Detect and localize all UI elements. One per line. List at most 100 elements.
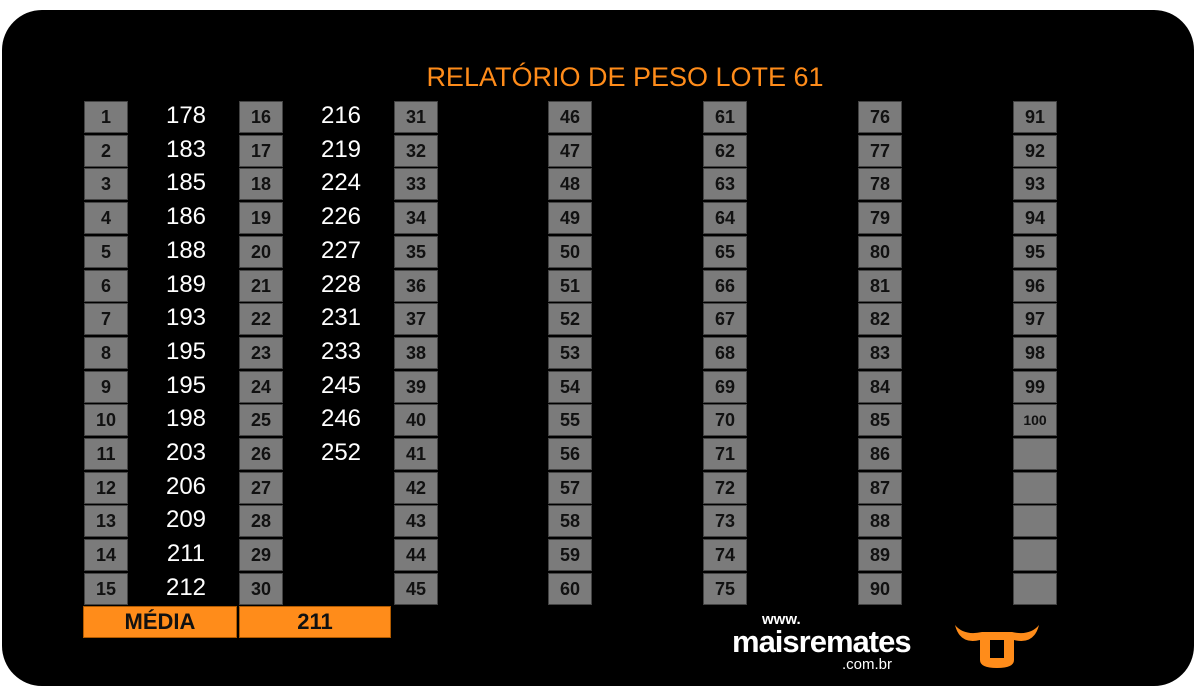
weight: 224: [320, 169, 362, 197]
lot-number: 28: [239, 505, 283, 538]
lot-number: 99: [1013, 370, 1057, 403]
lot-number: 2: [84, 134, 128, 167]
lot-number: 53: [548, 336, 592, 369]
lot-number: 96: [1013, 269, 1057, 302]
lot-number: 27: [239, 471, 283, 504]
lot-number: 54: [548, 370, 592, 403]
lot-number: 12: [84, 471, 128, 504]
lot-number: 69: [703, 370, 747, 403]
lot-number: 34: [394, 202, 438, 235]
lot-number: 49: [548, 202, 592, 235]
lot-number: 45: [394, 572, 438, 605]
lot-number: 83: [858, 336, 902, 369]
lot-number: 90: [858, 572, 902, 605]
lot-number: 31: [394, 101, 438, 133]
title: RELATÓRIO DE PESO LOTE 61: [426, 62, 824, 92]
lot-number: 77: [858, 134, 902, 167]
logo-icon: [955, 625, 1039, 668]
lot-number: 4: [84, 202, 128, 235]
weight: 206: [165, 472, 207, 500]
lot-number: 93: [1013, 168, 1057, 201]
lot-number: 8: [84, 336, 128, 369]
lot-number: 88: [858, 505, 902, 538]
lot-number: 3: [84, 168, 128, 201]
weight: 209: [165, 506, 207, 534]
lot-number: 10: [84, 404, 128, 437]
lot-number: 36: [394, 269, 438, 302]
lot-number: 70: [703, 404, 747, 437]
lot-number: 85: [858, 404, 902, 437]
lot-number: 75: [703, 572, 747, 605]
lot-number: 25: [239, 404, 283, 437]
lot-number: 71: [703, 438, 747, 470]
average-value: 211: [239, 606, 391, 638]
empty-slot: [1013, 471, 1057, 504]
weight: 185: [165, 169, 207, 197]
weight: 227: [320, 236, 362, 264]
lot-number: 91: [1013, 101, 1057, 133]
lot-number: 11: [84, 438, 128, 470]
lot-number: 63: [703, 168, 747, 201]
empty-slot: [1013, 438, 1057, 470]
lot-number: 84: [858, 370, 902, 403]
lot-number: 51: [548, 269, 592, 302]
logo-suffix: .com.br: [842, 656, 893, 673]
lot-number: 89: [858, 539, 902, 572]
lot-number: 43: [394, 505, 438, 538]
lot-number: 5: [84, 235, 128, 268]
lot-number: 41: [394, 438, 438, 470]
lot-number: 98: [1013, 336, 1057, 369]
lot-number: 72: [703, 471, 747, 504]
empty-slot: [1013, 505, 1057, 538]
lot-number: 79: [858, 202, 902, 235]
lot-number: 30: [239, 572, 283, 605]
weight: 193: [165, 304, 207, 332]
lot-number: 7: [84, 303, 128, 336]
lot-number: 59: [548, 539, 592, 572]
lot-number: 14: [84, 539, 128, 572]
lot-number: 47: [548, 134, 592, 167]
lot-number: 67: [703, 303, 747, 336]
lot-number: 62: [703, 134, 747, 167]
lot-number: 19: [239, 202, 283, 235]
weight: 246: [320, 405, 362, 433]
empty-slot: [1013, 539, 1057, 572]
lot-number: 22: [239, 303, 283, 336]
weight: 203: [165, 439, 207, 466]
lot-number: 73: [703, 505, 747, 538]
weight: 212: [165, 573, 207, 601]
lot-number: 81: [858, 269, 902, 302]
lot-number: 87: [858, 471, 902, 504]
logo-name: maisremates: [732, 624, 912, 659]
weight: 211: [166, 540, 206, 568]
lot-number: 57: [548, 471, 592, 504]
weight: 231: [320, 304, 362, 332]
lot-number: 21: [239, 269, 283, 302]
weight: 216: [320, 102, 362, 129]
lot-number: 78: [858, 168, 902, 201]
weight: 178: [165, 102, 207, 129]
lot-number: 66: [703, 269, 747, 302]
weight: 195: [165, 371, 207, 399]
lot-number: 76: [858, 101, 902, 133]
weight: 219: [320, 135, 362, 163]
average-label: MÉDIA: [83, 606, 237, 638]
lot-number: 48: [548, 168, 592, 201]
lot-number: 58: [548, 505, 592, 538]
lot-number: 13: [84, 505, 128, 538]
weight: 233: [320, 337, 362, 365]
empty-slot: [1013, 572, 1057, 605]
lot-number: 6: [84, 269, 128, 302]
lot-number: 17: [239, 134, 283, 167]
report-card: [2, 10, 1194, 686]
lot-number: 97: [1013, 303, 1057, 336]
lot-number: 64: [703, 202, 747, 235]
lot-number: 18: [239, 168, 283, 201]
lot-number: 9: [84, 370, 128, 403]
lot-number: 35: [394, 235, 438, 268]
lot-number: 56: [548, 438, 592, 470]
lot-number: 95: [1013, 235, 1057, 268]
lot-number: 82: [858, 303, 902, 336]
weight: 188: [165, 236, 207, 264]
